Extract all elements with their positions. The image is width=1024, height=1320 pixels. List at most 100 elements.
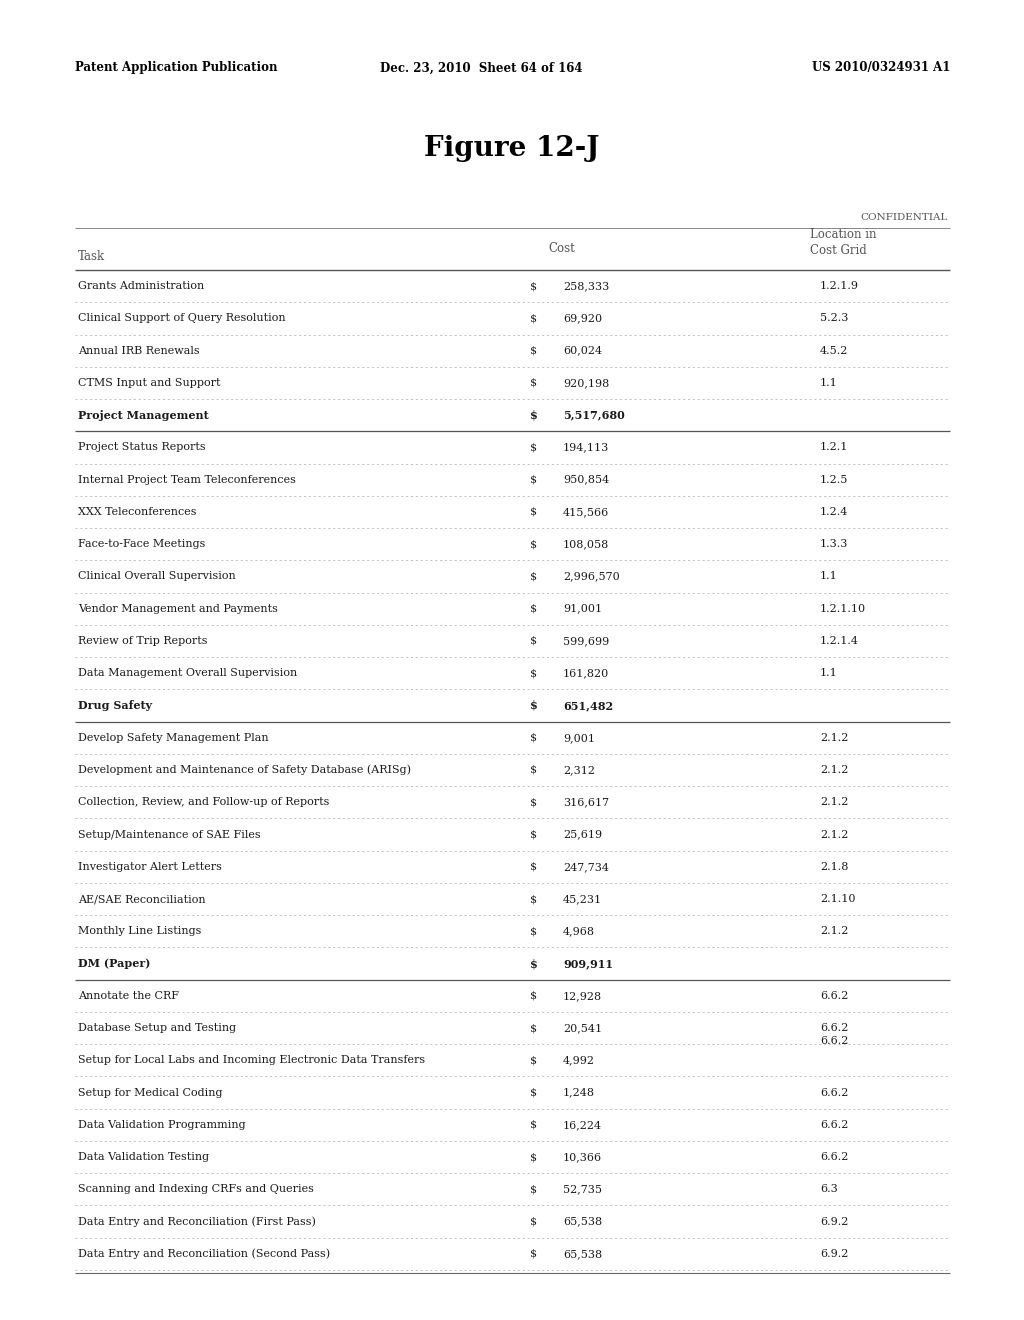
Text: $: $ bbox=[530, 1023, 538, 1034]
Text: $: $ bbox=[530, 958, 538, 969]
Text: $: $ bbox=[530, 991, 538, 1001]
Text: Collection, Review, and Follow-up of Reports: Collection, Review, and Follow-up of Rep… bbox=[78, 797, 330, 808]
Text: $: $ bbox=[530, 1184, 538, 1195]
Text: 20,541: 20,541 bbox=[563, 1023, 602, 1034]
Text: $: $ bbox=[530, 700, 538, 711]
Text: Data Entry and Reconciliation (First Pass): Data Entry and Reconciliation (First Pas… bbox=[78, 1216, 315, 1226]
Text: 60,024: 60,024 bbox=[563, 346, 602, 355]
Text: $: $ bbox=[530, 281, 538, 292]
Text: 6.3: 6.3 bbox=[820, 1184, 838, 1195]
Text: 5.2.3: 5.2.3 bbox=[820, 313, 848, 323]
Text: $: $ bbox=[530, 539, 538, 549]
Text: DM (Paper): DM (Paper) bbox=[78, 958, 151, 969]
Text: 2.1.2: 2.1.2 bbox=[820, 766, 848, 775]
Text: Data Management Overall Supervision: Data Management Overall Supervision bbox=[78, 668, 297, 678]
Text: 12,928: 12,928 bbox=[563, 991, 602, 1001]
Text: 1.3.3: 1.3.3 bbox=[820, 539, 848, 549]
Text: 10,366: 10,366 bbox=[563, 1152, 602, 1162]
Text: $: $ bbox=[530, 475, 538, 484]
Text: $: $ bbox=[530, 766, 538, 775]
Text: 194,113: 194,113 bbox=[563, 442, 609, 453]
Text: 415,566: 415,566 bbox=[563, 507, 609, 517]
Text: Data Entry and Reconciliation (Second Pass): Data Entry and Reconciliation (Second Pa… bbox=[78, 1249, 330, 1259]
Text: 316,617: 316,617 bbox=[563, 797, 609, 808]
Text: $: $ bbox=[530, 668, 538, 678]
Text: 651,482: 651,482 bbox=[563, 700, 613, 711]
Text: $: $ bbox=[530, 733, 538, 743]
Text: 4,968: 4,968 bbox=[563, 927, 595, 936]
Text: Figure 12-J: Figure 12-J bbox=[424, 135, 600, 161]
Text: $: $ bbox=[530, 1088, 538, 1098]
Text: $: $ bbox=[530, 603, 538, 614]
Text: 950,854: 950,854 bbox=[563, 475, 609, 484]
Text: Internal Project Team Teleconferences: Internal Project Team Teleconferences bbox=[78, 475, 296, 484]
Text: 6.6.2: 6.6.2 bbox=[820, 991, 848, 1001]
Text: 9,001: 9,001 bbox=[563, 733, 595, 743]
Text: 2.1.2: 2.1.2 bbox=[820, 733, 848, 743]
Text: CONFIDENTIAL: CONFIDENTIAL bbox=[860, 214, 948, 223]
Text: $: $ bbox=[530, 894, 538, 904]
Text: Investigator Alert Letters: Investigator Alert Letters bbox=[78, 862, 222, 871]
Text: $: $ bbox=[530, 1249, 538, 1259]
Text: 1.2.4: 1.2.4 bbox=[820, 507, 848, 517]
Text: $: $ bbox=[530, 1217, 538, 1226]
Text: 1.2.1.9: 1.2.1.9 bbox=[820, 281, 859, 292]
Text: $: $ bbox=[530, 378, 538, 388]
Text: $: $ bbox=[530, 1152, 538, 1162]
Text: 65,538: 65,538 bbox=[563, 1249, 602, 1259]
Text: 2,996,570: 2,996,570 bbox=[563, 572, 620, 581]
Text: $: $ bbox=[530, 927, 538, 936]
Text: 247,734: 247,734 bbox=[563, 862, 609, 871]
Text: Monthly Line Listings: Monthly Line Listings bbox=[78, 927, 202, 936]
Text: $: $ bbox=[530, 1055, 538, 1065]
Text: Annual IRB Renewals: Annual IRB Renewals bbox=[78, 346, 200, 355]
Text: 69,920: 69,920 bbox=[563, 313, 602, 323]
Text: Project Management: Project Management bbox=[78, 409, 209, 421]
Text: $: $ bbox=[530, 636, 538, 645]
Text: Annotate the CRF: Annotate the CRF bbox=[78, 991, 179, 1001]
Text: 599,699: 599,699 bbox=[563, 636, 609, 645]
Text: $: $ bbox=[530, 409, 538, 421]
Text: 1.2.1.10: 1.2.1.10 bbox=[820, 603, 866, 614]
Text: $: $ bbox=[530, 862, 538, 871]
Text: AE/SAE Reconciliation: AE/SAE Reconciliation bbox=[78, 894, 206, 904]
Text: 258,333: 258,333 bbox=[563, 281, 609, 292]
Text: $: $ bbox=[530, 797, 538, 808]
Text: XXX Teleconferences: XXX Teleconferences bbox=[78, 507, 197, 517]
Text: 6.6.2: 6.6.2 bbox=[820, 1023, 848, 1034]
Text: Setup for Local Labs and Incoming Electronic Data Transfers: Setup for Local Labs and Incoming Electr… bbox=[78, 1055, 425, 1065]
Text: 1.2.1.4: 1.2.1.4 bbox=[820, 636, 859, 645]
Text: Scanning and Indexing CRFs and Queries: Scanning and Indexing CRFs and Queries bbox=[78, 1184, 314, 1195]
Text: 920,198: 920,198 bbox=[563, 378, 609, 388]
Text: Review of Trip Reports: Review of Trip Reports bbox=[78, 636, 208, 645]
Text: Vendor Management and Payments: Vendor Management and Payments bbox=[78, 603, 278, 614]
Text: 6.9.2: 6.9.2 bbox=[820, 1249, 848, 1259]
Text: $: $ bbox=[530, 346, 538, 355]
Text: 108,058: 108,058 bbox=[563, 539, 609, 549]
Text: Location in
Cost Grid: Location in Cost Grid bbox=[810, 227, 877, 256]
Text: 6.6.2: 6.6.2 bbox=[820, 1088, 848, 1098]
Text: 4.5.2: 4.5.2 bbox=[820, 346, 848, 355]
Text: Clinical Support of Query Resolution: Clinical Support of Query Resolution bbox=[78, 313, 286, 323]
Text: 4,992: 4,992 bbox=[563, 1055, 595, 1065]
Text: Face-to-Face Meetings: Face-to-Face Meetings bbox=[78, 539, 206, 549]
Text: Setup/Maintenance of SAE Files: Setup/Maintenance of SAE Files bbox=[78, 829, 261, 840]
Text: 5,517,680: 5,517,680 bbox=[563, 409, 625, 421]
Text: 6.6.2: 6.6.2 bbox=[820, 1036, 848, 1045]
Text: 1.1: 1.1 bbox=[820, 668, 838, 678]
Text: $: $ bbox=[530, 442, 538, 453]
Text: Data Validation Testing: Data Validation Testing bbox=[78, 1152, 209, 1162]
Text: 6.6.2: 6.6.2 bbox=[820, 1119, 848, 1130]
Text: 2.1.8: 2.1.8 bbox=[820, 862, 848, 871]
Text: 91,001: 91,001 bbox=[563, 603, 602, 614]
Text: CTMS Input and Support: CTMS Input and Support bbox=[78, 378, 220, 388]
Text: $: $ bbox=[530, 829, 538, 840]
Text: Development and Maintenance of Safety Database (ARISg): Development and Maintenance of Safety Da… bbox=[78, 764, 411, 775]
Text: Task: Task bbox=[78, 249, 105, 263]
Text: Patent Application Publication: Patent Application Publication bbox=[75, 62, 278, 74]
Text: Clinical Overall Supervision: Clinical Overall Supervision bbox=[78, 572, 236, 581]
Text: 1.1: 1.1 bbox=[820, 572, 838, 581]
Text: 6.9.2: 6.9.2 bbox=[820, 1217, 848, 1226]
Text: Grants Administration: Grants Administration bbox=[78, 281, 204, 292]
Text: $: $ bbox=[530, 507, 538, 517]
